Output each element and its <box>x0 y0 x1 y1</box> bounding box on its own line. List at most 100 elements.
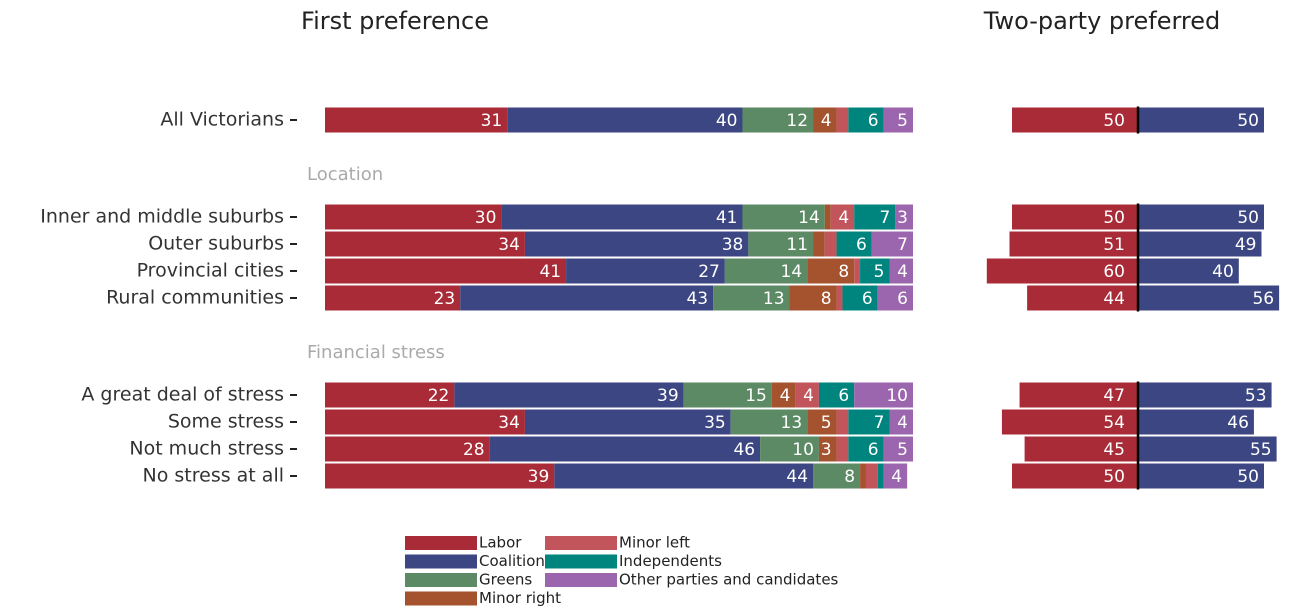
value-label: 3 <box>897 208 908 228</box>
value-label: 39 <box>528 467 550 487</box>
value-label: 6 <box>856 235 867 255</box>
bar-segment <box>848 107 884 133</box>
value-label: 22 <box>428 386 450 406</box>
value-label: 43 <box>686 289 708 309</box>
value-label: 14 <box>798 208 820 228</box>
bar-segment <box>507 107 743 133</box>
category-label: No stress at all <box>143 465 284 487</box>
value-label: 47 <box>1103 386 1125 406</box>
legend-swatch <box>405 554 477 569</box>
value-label: 50 <box>1103 208 1125 228</box>
value-label: 6 <box>862 289 873 309</box>
value-label: 5 <box>897 440 908 460</box>
bar-segment <box>830 204 855 230</box>
value-label: 35 <box>704 413 726 433</box>
value-label: 4 <box>780 386 791 406</box>
bar-segment <box>1012 107 1138 133</box>
value-label: 31 <box>481 111 503 131</box>
legend-swatch <box>545 536 617 550</box>
value-label: 27 <box>698 262 720 282</box>
category-label: A great deal of stress <box>81 384 284 406</box>
group-label: Financial stress <box>307 342 445 363</box>
bar-segment <box>848 436 884 462</box>
bar-segment <box>742 107 814 133</box>
legend-label: Independents <box>619 552 722 570</box>
bar-segment <box>683 382 772 408</box>
value-label: 51 <box>1103 235 1125 255</box>
value-label: 14 <box>781 262 803 282</box>
value-label: 60 <box>1103 262 1125 282</box>
value-label: 8 <box>838 262 849 282</box>
value-label: 34 <box>498 413 520 433</box>
value-label: 6 <box>868 111 879 131</box>
bar-segment <box>865 463 878 489</box>
bar-segment <box>813 231 825 257</box>
bar-segment <box>325 231 525 257</box>
value-label: 6 <box>897 289 908 309</box>
bar-segment <box>986 258 1138 284</box>
bar-segment <box>795 382 819 408</box>
bar-segment <box>1138 436 1277 462</box>
bar-segment <box>325 258 567 284</box>
bar-segment <box>807 409 837 435</box>
legend-label: Coalition <box>479 552 545 570</box>
bar-segment <box>883 107 913 133</box>
bar-segment <box>554 463 814 489</box>
value-label: 28 <box>463 440 485 460</box>
bar-segment <box>824 204 831 230</box>
bar-segment <box>524 231 749 257</box>
value-label: 50 <box>1237 208 1259 228</box>
legend-label: Greens <box>479 571 532 589</box>
value-label: 53 <box>1245 386 1267 406</box>
bar-segment <box>771 382 796 408</box>
value-label: 6 <box>838 386 849 406</box>
bar-segment <box>1012 463 1138 489</box>
value-label: 13 <box>763 289 785 309</box>
value-label: 41 <box>539 262 561 282</box>
bar-segment <box>1024 436 1138 462</box>
bar-segment <box>854 258 861 284</box>
bar-segment <box>818 382 855 408</box>
bar-segment <box>813 463 861 489</box>
value-label: 4 <box>897 262 908 282</box>
value-label: 50 <box>1103 111 1125 131</box>
value-label: 39 <box>657 386 679 406</box>
value-label: 11 <box>786 235 808 255</box>
value-label: 41 <box>716 208 738 228</box>
value-label: 7 <box>880 208 891 228</box>
legend-label: Labor <box>479 534 522 552</box>
value-label: 7 <box>874 413 885 433</box>
category-label: Outer suburbs <box>148 233 284 255</box>
bar-segment <box>489 436 761 462</box>
legend-swatch <box>405 573 477 587</box>
bar-segment <box>1138 231 1262 257</box>
bar-segment <box>1138 107 1264 133</box>
bar-segment <box>325 204 502 230</box>
value-label: 5 <box>874 262 885 282</box>
value-label: 56 <box>1252 289 1274 309</box>
legend-swatch <box>405 591 477 606</box>
panel-title: First preference <box>301 7 489 35</box>
value-label: 5 <box>897 111 908 131</box>
legend-swatch <box>545 573 617 587</box>
bar-segment <box>1019 382 1138 408</box>
bar-segment <box>748 231 814 257</box>
value-label: 34 <box>498 235 520 255</box>
bar-segment <box>325 382 455 408</box>
bar-segment <box>836 285 843 311</box>
bar-segment <box>889 409 913 435</box>
bar-segment <box>877 463 884 489</box>
bar-segment <box>524 409 731 435</box>
category-label: Inner and middle suburbs <box>40 206 284 228</box>
value-label: 8 <box>844 467 855 487</box>
value-label: 38 <box>722 235 744 255</box>
category-label: Some stress <box>168 411 284 433</box>
bar-segment <box>1027 285 1138 311</box>
value-label: 45 <box>1103 440 1125 460</box>
category-label: Provincial cities <box>137 260 284 282</box>
bar-segment <box>836 231 872 257</box>
bar-segment <box>871 231 913 257</box>
bar-segment <box>860 258 890 284</box>
legend-label: Minor left <box>619 534 690 552</box>
panel-title: Two-party preferred <box>983 7 1221 35</box>
